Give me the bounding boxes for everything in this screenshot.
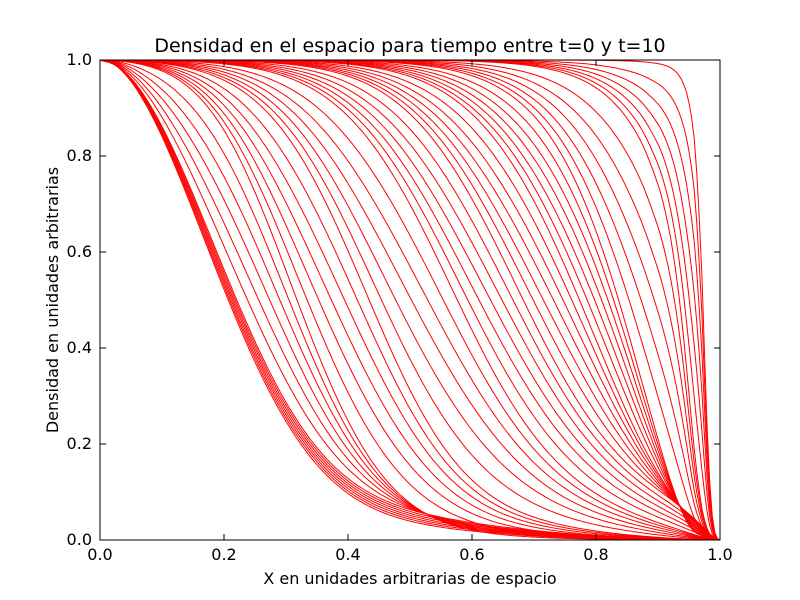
x-tick-label: 0.2	[211, 545, 236, 564]
ticks-group: 0.0 0.2 0.4 0.6 0.8 1.0 0.0 0.2 0.4 0.6 0.8 1.0	[67, 50, 733, 564]
y-tick-label: 0.4	[67, 338, 92, 357]
y-tick-label: 0.6	[67, 242, 92, 261]
y-tick-label: 0.2	[67, 434, 92, 453]
x-tick-label: 0.0	[87, 545, 112, 564]
series-line-interp-16	[99, 59, 721, 541]
series-line-interp-20	[99, 59, 721, 541]
series-line-interp-22	[99, 59, 721, 541]
series-line-interp-23	[99, 59, 721, 541]
series-line-4	[99, 59, 721, 541]
x-tick-label: 0.8	[583, 545, 608, 564]
x-axis-title: X en unidades arbitrarias de espacio	[263, 569, 556, 588]
y-tick-label: 1.0	[67, 50, 92, 69]
series-line-interp-19	[99, 59, 721, 541]
y-axis-title: Densidad en unidades arbitrarias	[43, 167, 62, 433]
x-tick-label: 1.0	[707, 545, 732, 564]
series-line-interp-14	[99, 59, 721, 541]
series-line-interp-15	[99, 59, 721, 541]
chart-title: Densidad en el espacio para tiempo entre…	[154, 35, 665, 57]
y-tick-label: 0.8	[67, 146, 92, 165]
plot-frame	[99, 59, 721, 541]
series-line-3	[99, 59, 720, 541]
series-line-interp-21	[99, 59, 721, 541]
series-line-interp-17	[99, 59, 721, 541]
y-tick-label: 0.0	[67, 530, 92, 549]
series-lines-group	[99, 59, 721, 541]
x-tick-label: 0.6	[459, 545, 484, 564]
series-line-interp-13	[99, 59, 721, 541]
x-tick-label: 0.4	[335, 545, 360, 564]
